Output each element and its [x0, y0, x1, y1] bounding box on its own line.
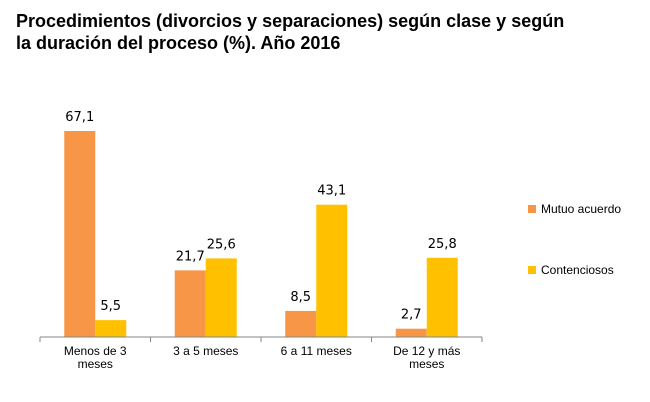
bar-contenciosos-3-a-5-meses	[205, 258, 237, 337]
data-label-mutuo-acuerdo-de-12-y-mas-meses: 2,7	[401, 308, 422, 323]
data-label-mutuo-acuerdo-3-a-5-meses: 21,7	[176, 249, 205, 264]
x-axis: Menos de 3 meses 3 a 5 meses 6 a 11 meses De…	[39, 336, 483, 371]
legend-swatch-contenciosos	[528, 266, 536, 274]
bar-contenciosos-6-a-11-meses	[316, 204, 348, 337]
bars-group	[64, 131, 458, 337]
x-tick-label-6-a-11-meses: 6 a 11 meses	[281, 344, 352, 358]
chart-title: Procedimientos (divorcios y separaciones…	[16, 11, 565, 53]
legend-swatch-mutuo-acuerdo	[528, 205, 536, 213]
data-labels-group: 67,1 5,5 21,725,6 8,5 43,1 2,7 25,8	[65, 110, 456, 323]
data-label-contenciosos-3-a-5-meses: 25,6	[207, 237, 236, 252]
x-tick-label-menos-de-3-meses: Menos de 3 meses	[64, 344, 127, 371]
x-tick-label-3-a-5-meses: 3 a 5 meses	[173, 344, 238, 358]
x-tick-label-de-12-y-mas-meses: De 12 y más meses	[393, 344, 460, 371]
data-label-contenciosos-menos-de-3-meses: 5,5	[100, 299, 121, 314]
legend-item-mutuo-acuerdo: Mutuo acuerdo	[528, 202, 621, 216]
data-label-contenciosos-6-a-11-meses: 43,1	[317, 184, 346, 199]
data-label-mutuo-acuerdo-6-a-11-meses: 8,5	[290, 290, 311, 305]
data-label-mutuo-acuerdo-menos-de-3-meses: 67,1	[65, 110, 94, 125]
bar-mutuo-acuerdo-6-a-11-meses	[285, 310, 317, 337]
legend-label-contenciosos: Contenciosos	[541, 263, 614, 277]
legend-label-mutuo-acuerdo: Mutuo acuerdo	[541, 202, 622, 216]
legend-item-contenciosos: Contenciosos	[528, 263, 614, 277]
bar-mutuo-acuerdo-menos-de-3-meses	[64, 131, 96, 337]
bar-mutuo-acuerdo-3-a-5-meses	[174, 270, 206, 337]
data-label-contenciosos-de-12-y-mas-meses: 25,8	[428, 237, 457, 252]
bar-contenciosos-menos-de-3-meses	[95, 320, 127, 337]
bar-contenciosos-de-12-y-mas-meses	[426, 257, 458, 337]
bar-mutuo-acuerdo-de-12-y-mas-meses	[395, 328, 427, 337]
legend: Mutuo acuerdo Contenciosos	[528, 0, 648, 402]
